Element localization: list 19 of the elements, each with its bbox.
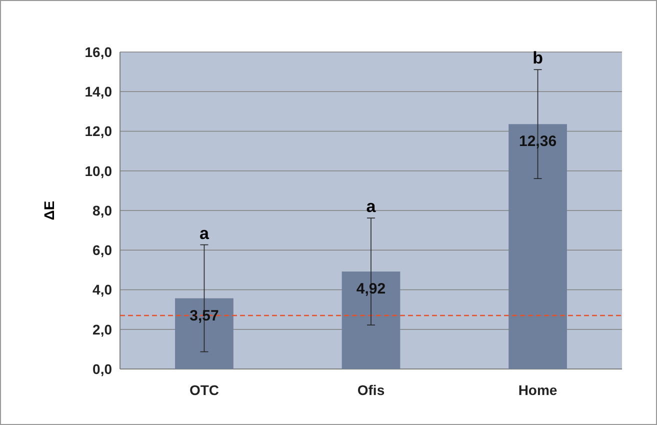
y-tick-label: 16,0 <box>84 44 112 60</box>
y-tick-label: 4,0 <box>92 282 112 298</box>
bar <box>508 124 567 369</box>
x-tick-label: OTC <box>189 382 220 398</box>
x-tick-label: Ofis <box>357 382 385 398</box>
y-tick-label: 10,0 <box>84 162 112 179</box>
annotation: a <box>199 224 210 243</box>
y-tick-label: 2,0 <box>92 321 112 338</box>
bar <box>175 298 234 369</box>
y-tick-label: 6,0 <box>92 242 112 258</box>
annotation: a <box>366 197 376 216</box>
bar <box>342 272 400 369</box>
annotation: b <box>532 48 543 68</box>
x-tick-label: Home <box>518 382 558 398</box>
y-tick-label: 12,0 <box>84 123 112 140</box>
y-tick-label: 14,0 <box>84 84 112 100</box>
y-tick-label: 0,0 <box>92 360 112 377</box>
y-tick-label: 8,0 <box>92 202 112 218</box>
y-axis-title: ΔE <box>41 200 57 220</box>
